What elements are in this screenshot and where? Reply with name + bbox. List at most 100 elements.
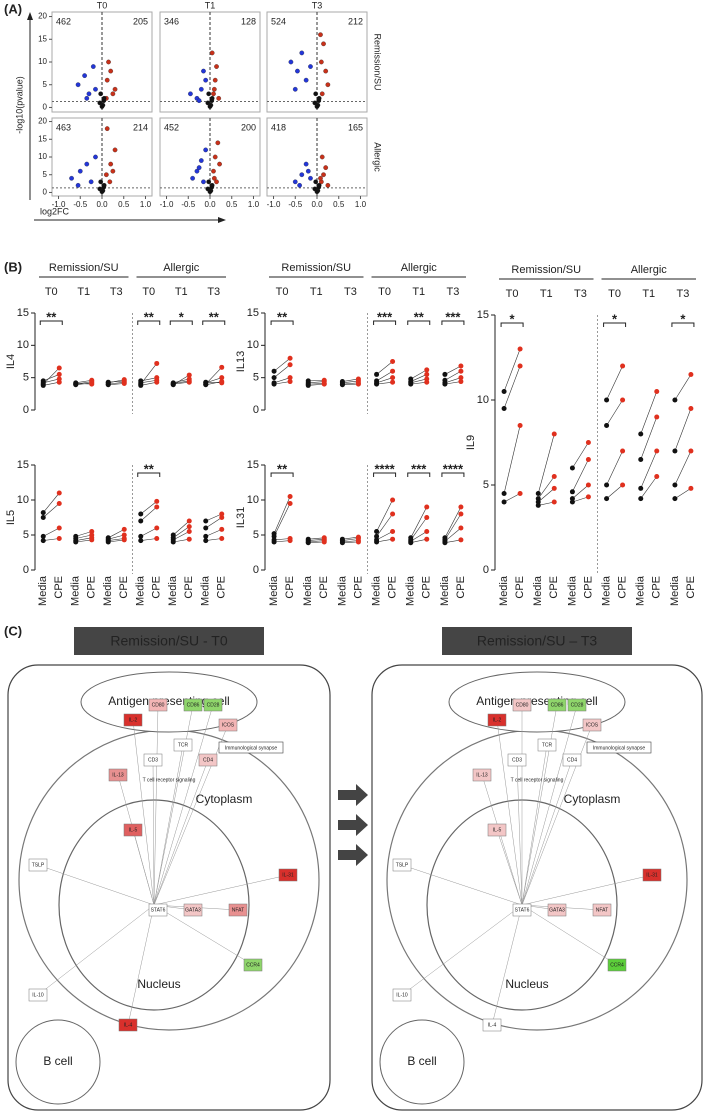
pair-line [205, 513, 222, 522]
point [103, 172, 109, 178]
edge [481, 774, 523, 906]
point [313, 91, 319, 97]
pair-line [43, 538, 60, 541]
node [28, 858, 48, 872]
column-title: T1 [205, 0, 216, 10]
point [308, 64, 313, 69]
node [228, 903, 248, 917]
cpe-dot [186, 378, 192, 384]
node-label: IL-2 [129, 717, 138, 723]
node-label: CD3 [512, 757, 522, 763]
edge [496, 829, 523, 906]
point [318, 175, 323, 181]
point [104, 126, 110, 131]
cpe-dot [154, 525, 160, 531]
node-label: CD86 [187, 702, 200, 708]
pair-line [503, 425, 521, 494]
node [183, 698, 203, 712]
node-label: CD28 [571, 702, 584, 708]
cpe-dot [287, 375, 293, 381]
y-tick-label: 20 [38, 12, 47, 21]
point [211, 86, 217, 92]
point [203, 77, 209, 83]
point [295, 68, 300, 74]
nucleus-label: Nucleus [137, 977, 180, 991]
media-dot [638, 457, 644, 462]
arrow-head [27, 12, 33, 20]
node [143, 753, 163, 767]
node [392, 988, 412, 1002]
pair-line [410, 381, 427, 385]
x-tick-label: -0.5 [288, 200, 302, 209]
point [206, 91, 212, 97]
point [207, 104, 213, 109]
pair-line [674, 408, 692, 452]
point [288, 59, 294, 65]
x-tick-label: Media [405, 575, 417, 606]
node [198, 753, 218, 767]
point [314, 104, 320, 109]
cpe-dot [517, 346, 523, 352]
pair-line [342, 378, 359, 382]
y-axis-title: IL4 [5, 354, 17, 369]
cpe-dot [219, 536, 225, 541]
down-count: 452 [164, 122, 179, 132]
edge [521, 704, 578, 906]
pair-line [342, 380, 359, 384]
title-box [74, 627, 264, 655]
x-tick-label: 0.0 [204, 200, 216, 209]
x-tick-label: -0.5 [73, 200, 87, 209]
x-tick-label: 0.5 [226, 200, 238, 209]
pair-line [376, 370, 393, 382]
y-tick-label: 0 [483, 564, 489, 576]
significance: **** [374, 461, 395, 476]
media-dot [408, 381, 414, 387]
media-dot [271, 381, 277, 387]
significance-bracket [202, 320, 226, 325]
y-tick-label: 10 [38, 57, 47, 66]
down-count: 346 [164, 16, 179, 26]
y-tick-label: 15 [477, 309, 489, 321]
node [148, 903, 168, 917]
cpe-dot [287, 494, 293, 499]
point [203, 147, 209, 153]
cpe-dot [154, 536, 160, 541]
point [98, 91, 104, 97]
cpe-dot [186, 518, 192, 524]
point [303, 161, 309, 167]
pair-line [444, 365, 462, 375]
y-tick-label: 15 [17, 459, 29, 471]
down-count: 463 [56, 122, 71, 132]
arrow [338, 844, 368, 866]
media-dot [672, 448, 678, 454]
pair-line [640, 416, 658, 460]
media-dot [40, 538, 46, 544]
cpe-dot [585, 494, 591, 500]
pair-line [606, 399, 623, 426]
cpe-dot [287, 538, 293, 544]
y-tick-label: 15 [17, 307, 29, 319]
pair-line [606, 450, 623, 486]
cpe-dot [551, 485, 557, 491]
point [325, 183, 331, 188]
cpe-dot [585, 457, 591, 462]
point [84, 96, 90, 101]
timepoint: T1 [175, 286, 188, 298]
x-tick-label: Media [70, 575, 82, 606]
significance: * [510, 311, 516, 326]
cpe-dot [551, 431, 557, 437]
point [292, 86, 298, 92]
edge [153, 759, 209, 906]
media-dot [40, 533, 46, 539]
media-dot [170, 380, 176, 386]
point [112, 86, 118, 92]
row-label: Remission/SU [373, 33, 383, 90]
node [218, 718, 238, 732]
x-tick-label: Media [135, 575, 147, 606]
cpe-dot [219, 380, 225, 386]
point [99, 104, 105, 109]
panel-label: (B) [4, 259, 22, 274]
node-label: IL-4 [124, 1022, 133, 1028]
x-tick-label: 0.5 [118, 200, 130, 209]
pair-line [538, 501, 555, 506]
